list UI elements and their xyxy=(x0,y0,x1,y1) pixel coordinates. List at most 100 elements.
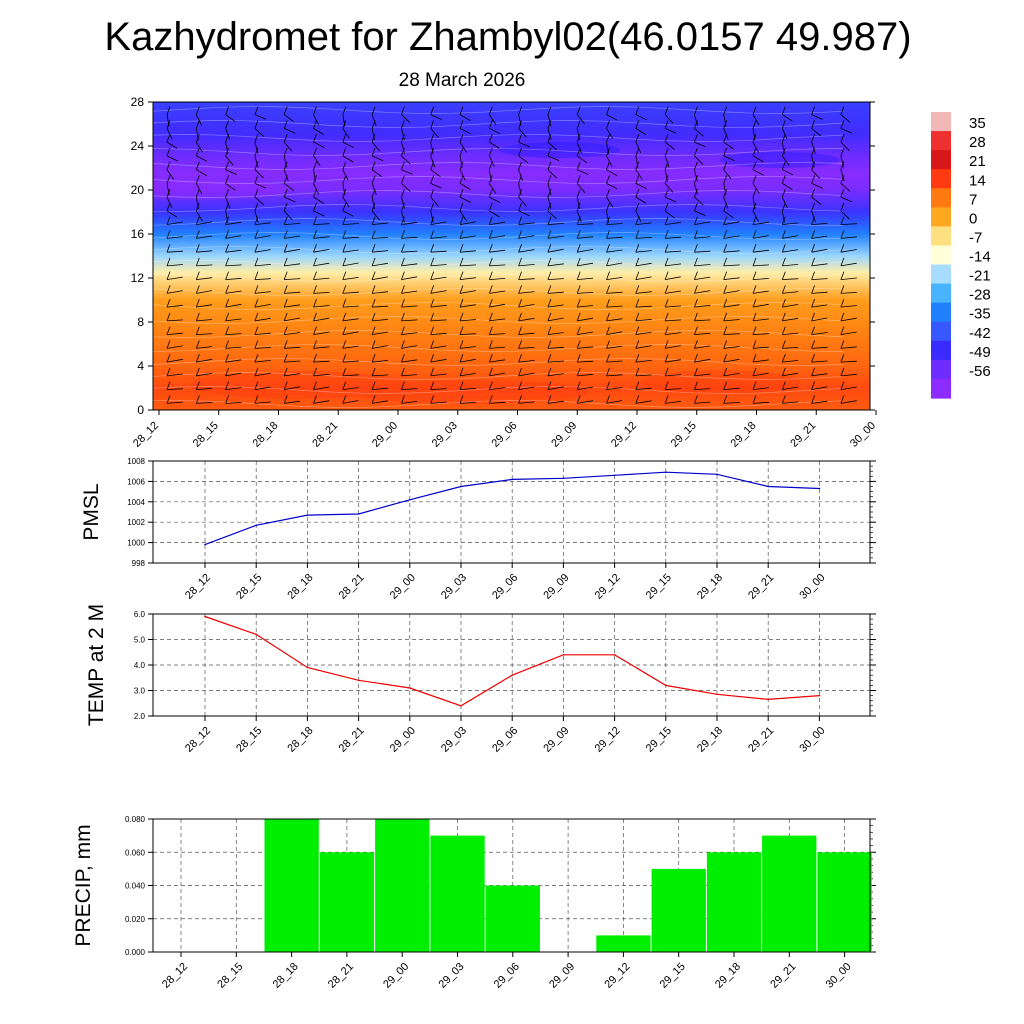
wind-barb-flag xyxy=(869,155,870,156)
wind-barb-flag xyxy=(811,340,815,349)
wind-barb-flag xyxy=(576,161,581,170)
wind-barb-flag xyxy=(166,161,171,170)
precip-y-tick-label: 0.040 xyxy=(125,882,146,891)
wind-barb-flag xyxy=(518,216,522,225)
precip-bar xyxy=(706,852,762,953)
wind-barb-flag xyxy=(723,230,728,239)
wind-barb-flag xyxy=(401,230,405,239)
x-tick-label: 28_18 xyxy=(251,420,281,450)
wind-barb-flag xyxy=(811,353,815,363)
wind-barb-flag xyxy=(694,367,698,377)
wind-barb-shaft xyxy=(342,155,354,163)
wind-barb-flag xyxy=(166,230,171,239)
wind-barb-flag xyxy=(811,188,815,198)
wind-barb-flag xyxy=(811,120,815,129)
wind-barb-flag xyxy=(869,223,870,225)
wind-barb-shaft xyxy=(547,210,557,220)
wind-barb-flag xyxy=(371,353,376,363)
wind-barb-flag xyxy=(342,340,347,349)
wind-barb-shaft xyxy=(870,346,886,348)
wind-barb-flag xyxy=(371,161,376,170)
wind-barb-flag xyxy=(606,120,610,129)
wind-barb-shaft xyxy=(782,386,799,390)
wind-barb-shaft xyxy=(342,262,359,267)
wind-barb-flag xyxy=(576,298,581,308)
wind-barb-flag xyxy=(371,381,376,390)
wind-barb-flag xyxy=(430,367,435,377)
wind-barb-flag xyxy=(781,298,786,308)
wind-barb-flag xyxy=(459,202,464,212)
wind-barb-shaft xyxy=(284,263,301,267)
wind-barb-shaft xyxy=(635,250,652,253)
wind-barb-flag xyxy=(840,230,845,239)
wind-barb-shaft xyxy=(283,169,289,182)
wind-barb-shaft xyxy=(811,210,816,223)
y-tick-label: 0 xyxy=(137,403,144,417)
wind-barb-flag xyxy=(694,244,698,253)
wind-barb-shaft xyxy=(811,304,828,308)
pmsl-x-tick-label: 28_15 xyxy=(234,572,264,602)
wind-barb-shaft xyxy=(694,290,711,294)
wind-barb-flag xyxy=(401,340,405,349)
wind-barb-shaft xyxy=(723,250,740,253)
wind-barb-flag xyxy=(313,147,317,157)
contour-line xyxy=(153,232,844,240)
wind-barb-flag xyxy=(576,244,581,253)
x-tick-label: 29_12 xyxy=(609,420,639,450)
wind-barb-shaft xyxy=(664,169,669,182)
wind-barb-shaft xyxy=(401,155,411,165)
wind-barb-shaft xyxy=(371,128,375,141)
wind-barb-shaft xyxy=(196,290,213,294)
wind-barb-shaft xyxy=(166,128,173,140)
wind-barb-flag xyxy=(225,381,229,390)
wind-barb-shaft xyxy=(840,169,845,182)
wind-barb-flag xyxy=(547,120,552,129)
wind-barb-shaft xyxy=(459,183,471,190)
wind-barb-flag xyxy=(459,395,464,404)
pmsl-y-axis-label: PMSL xyxy=(80,483,103,540)
colorbar-label: -7 xyxy=(969,230,982,247)
wind-barb-flag xyxy=(547,381,552,390)
wind-barb-shaft xyxy=(401,128,405,141)
wind-barb-shaft xyxy=(547,183,552,196)
wind-barb-flag xyxy=(518,340,522,349)
wind-barb-flag xyxy=(401,188,405,198)
wind-barb-flag xyxy=(488,120,493,129)
wind-barb-flag xyxy=(371,175,376,184)
wind-barb-flag xyxy=(811,257,815,267)
wind-barb-shaft xyxy=(518,264,535,267)
wind-barb-shaft xyxy=(665,290,681,294)
colorbar-swatch xyxy=(931,302,951,323)
wind-barb-shaft xyxy=(694,401,711,404)
wind-barb-shaft xyxy=(430,388,447,390)
wind-barb-flag xyxy=(576,271,581,280)
wind-barb-shaft xyxy=(606,249,623,253)
wind-barb-shaft xyxy=(547,155,560,161)
wind-barb-shaft xyxy=(342,114,346,127)
wind-barb-shaft xyxy=(401,196,405,209)
y-tick-label: 8 xyxy=(137,315,144,329)
wind-barb-flag xyxy=(225,395,229,404)
pmsl-point xyxy=(613,474,616,477)
wind-barb-flag xyxy=(166,395,171,404)
wind-barb-shaft xyxy=(518,278,535,280)
wind-barb-flag xyxy=(606,244,610,253)
wind-barb-shaft xyxy=(518,128,527,138)
wind-barb-shaft xyxy=(430,332,447,335)
wind-barb-flag xyxy=(195,367,200,377)
wind-barb-shaft xyxy=(547,196,552,209)
wind-barb-shaft xyxy=(166,401,183,404)
x-tick-label: 29_00 xyxy=(370,420,400,450)
wind-barb-shaft xyxy=(664,196,677,203)
wind-barb-shaft xyxy=(166,388,184,390)
wind-barb-shaft xyxy=(577,346,594,349)
colorbar-label: 21 xyxy=(969,153,986,170)
wind-barb-shaft xyxy=(840,128,853,134)
precip-bar xyxy=(430,835,485,952)
wind-barb-flag xyxy=(869,265,870,266)
wind-barb-shaft xyxy=(782,401,799,404)
wind-barb-shaft xyxy=(254,264,271,267)
wind-barb-flag xyxy=(166,257,171,267)
wind-barb-flag xyxy=(430,106,435,115)
wind-barb-shaft xyxy=(518,249,535,253)
